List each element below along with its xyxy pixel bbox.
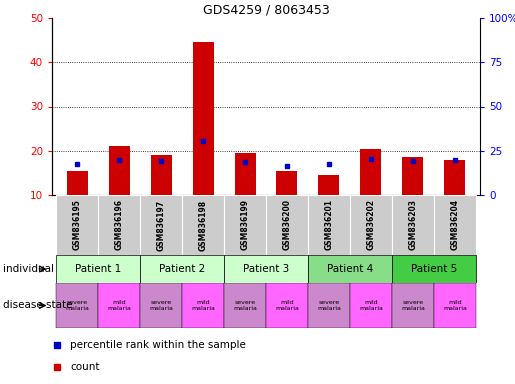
Bar [350, 283, 392, 328]
Text: severe
malaria: severe malaria [233, 300, 257, 311]
Bar [56, 255, 140, 283]
Text: severe
malaria: severe malaria [65, 300, 89, 311]
Bar [266, 195, 308, 255]
Bar [140, 283, 182, 328]
Bar [193, 42, 214, 195]
Text: GSM836201: GSM836201 [324, 200, 333, 250]
Text: Patient 2: Patient 2 [159, 264, 205, 274]
Text: mild
malaria: mild malaria [359, 300, 383, 311]
Bar [150, 155, 171, 195]
Bar [66, 170, 88, 195]
Bar [350, 195, 392, 255]
Text: individual: individual [3, 264, 54, 274]
Bar [224, 195, 266, 255]
Text: severe
malaria: severe malaria [149, 300, 173, 311]
Bar [98, 195, 140, 255]
Text: percentile rank within the sample: percentile rank within the sample [70, 340, 246, 350]
Text: Patient 4: Patient 4 [327, 264, 373, 274]
Text: GSM836196: GSM836196 [115, 200, 124, 250]
Bar [402, 157, 423, 195]
Bar [224, 255, 308, 283]
Text: mild
malaria: mild malaria [191, 300, 215, 311]
Bar [392, 283, 434, 328]
Bar [392, 255, 476, 283]
Text: GSM836202: GSM836202 [366, 200, 375, 250]
Text: GSM836198: GSM836198 [199, 199, 208, 251]
Bar [392, 195, 434, 255]
Text: GSM836204: GSM836204 [450, 200, 459, 250]
Text: GSM836203: GSM836203 [408, 200, 417, 250]
Text: Patient 1: Patient 1 [75, 264, 121, 274]
Text: GSM836200: GSM836200 [283, 200, 291, 250]
Title: GDS4259 / 8063453: GDS4259 / 8063453 [202, 4, 330, 17]
Text: severe
malaria: severe malaria [317, 300, 341, 311]
Text: mild
malaria: mild malaria [443, 300, 467, 311]
Text: GSM836197: GSM836197 [157, 199, 166, 251]
Bar [56, 283, 98, 328]
Text: Patient 5: Patient 5 [411, 264, 457, 274]
Bar [308, 283, 350, 328]
Text: Patient 3: Patient 3 [243, 264, 289, 274]
Text: mild
malaria: mild malaria [275, 300, 299, 311]
Bar [266, 283, 308, 328]
Bar [308, 255, 392, 283]
Bar [182, 195, 224, 255]
Bar [434, 283, 476, 328]
Bar [444, 160, 466, 195]
Bar [109, 146, 130, 195]
Bar [56, 195, 98, 255]
Bar [182, 283, 224, 328]
Bar [360, 149, 382, 195]
Bar [277, 170, 298, 195]
Text: GSM836195: GSM836195 [73, 200, 82, 250]
Text: mild
malaria: mild malaria [107, 300, 131, 311]
Bar [434, 195, 476, 255]
Text: severe
malaria: severe malaria [401, 300, 425, 311]
Text: disease state: disease state [3, 301, 72, 311]
Bar [140, 195, 182, 255]
Bar [318, 175, 339, 195]
Bar [234, 153, 255, 195]
Bar [308, 195, 350, 255]
Bar [224, 283, 266, 328]
Bar [140, 255, 224, 283]
Text: count: count [70, 362, 99, 372]
Bar [98, 283, 140, 328]
Text: GSM836199: GSM836199 [241, 200, 250, 250]
